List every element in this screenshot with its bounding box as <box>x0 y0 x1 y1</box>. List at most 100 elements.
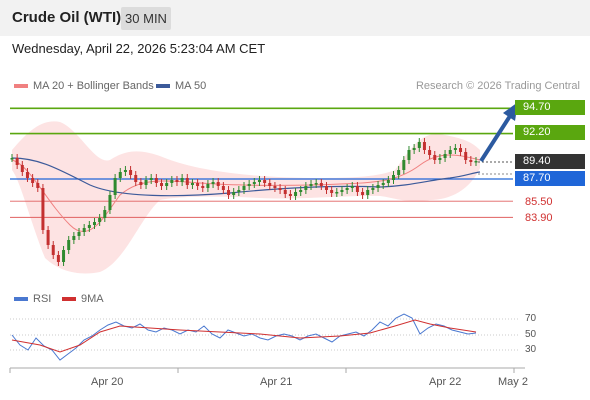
candle-body <box>160 183 164 186</box>
moving-averages <box>11 154 481 232</box>
candle-body <box>304 186 308 190</box>
candle-body <box>392 175 396 180</box>
time-axis <box>9 367 525 373</box>
candle-body <box>185 178 189 185</box>
candle-body <box>428 150 432 155</box>
candle-body <box>108 195 112 210</box>
candle-body <box>422 142 426 150</box>
candle-body <box>340 190 344 192</box>
rsi-ma-line <box>11 319 477 353</box>
candle-body <box>113 178 117 195</box>
candle-body <box>103 210 107 218</box>
rsi-tick-30: 30 <box>525 344 537 355</box>
candle-body <box>154 178 158 183</box>
x-label-apr21: Apr 21 <box>260 376 293 388</box>
candle-body <box>180 178 184 182</box>
candle-body <box>407 150 411 160</box>
candle-body <box>92 222 96 225</box>
candle-body <box>129 170 133 175</box>
candle-body <box>123 170 127 172</box>
candle-body <box>459 148 463 152</box>
rsi-legend-label: RSI <box>33 293 52 305</box>
candle-body <box>31 178 35 183</box>
candle-body <box>87 225 91 228</box>
ma20-legend-swatch <box>14 84 28 88</box>
timestamp: Wednesday, April 22, 2026 5:23:04 AM CET <box>12 41 266 56</box>
x-label-apr20: Apr 20 <box>91 376 124 388</box>
candle-body <box>134 175 138 182</box>
interval-button[interactable]: 30 MIN <box>121 7 171 30</box>
candle-body <box>46 230 50 245</box>
candle-body <box>324 186 328 190</box>
last-price-tag: 89.40 <box>515 154 585 169</box>
candle-body <box>299 190 303 192</box>
candle-body <box>149 178 153 180</box>
candle-body <box>453 148 457 150</box>
candle-body <box>474 161 478 163</box>
candle-body <box>469 160 473 162</box>
resistance-1-tag: 92.20 <box>515 125 585 140</box>
candle-body <box>294 192 298 196</box>
candle-body <box>144 180 148 185</box>
candle-body <box>67 240 71 250</box>
candle-body <box>62 250 66 262</box>
candle-body <box>257 180 261 182</box>
ma50-line <box>11 157 481 197</box>
x-label-apr22: Apr 22 <box>429 376 462 388</box>
candle-body <box>139 182 143 185</box>
candle-body <box>402 160 406 170</box>
research-credit: Research © 2026 Trading Central <box>415 80 580 92</box>
candle-body <box>381 183 385 185</box>
candle-body <box>211 182 215 184</box>
x-label-may2: May 2 <box>498 376 528 388</box>
candle-body <box>201 186 205 188</box>
candle-body <box>15 158 19 165</box>
bollinger-bands <box>12 121 480 274</box>
candle-body <box>283 190 287 194</box>
candle-body <box>376 185 380 188</box>
candle-body <box>330 190 334 193</box>
forecast-arrow <box>479 102 518 163</box>
candle-body <box>464 152 468 160</box>
candle-body <box>448 150 452 154</box>
bollinger-band-area <box>12 121 480 274</box>
ma50-legend-swatch <box>156 84 170 88</box>
instrument-title: Crude Oil (WTI) <box>12 9 122 26</box>
candle-body <box>221 186 225 190</box>
candle-body <box>309 184 313 186</box>
candle-body <box>268 183 272 186</box>
candle-body <box>98 218 102 222</box>
candle-body <box>371 188 375 190</box>
header-bar: Crude Oil (WTI) 30 MIN <box>0 0 590 36</box>
candle-body <box>216 182 220 186</box>
support-1-label: 85.50 <box>525 196 553 208</box>
candle-body <box>206 184 210 188</box>
candle-body <box>345 188 349 190</box>
candle-body <box>438 158 442 160</box>
candle-body <box>319 183 323 186</box>
ma20-line <box>11 154 481 232</box>
candle-body <box>361 192 365 195</box>
candle-body <box>397 170 401 175</box>
candle-body <box>386 180 390 183</box>
candle-body <box>242 186 246 190</box>
candle-body <box>196 183 200 186</box>
candle-body <box>25 172 29 178</box>
candle-body <box>72 236 76 240</box>
candle-body <box>443 154 447 158</box>
candle-body <box>252 182 256 184</box>
candle-body <box>350 186 354 188</box>
candle-body <box>118 172 122 178</box>
candle-body <box>41 188 45 230</box>
candle-body <box>288 194 292 196</box>
candle-body <box>175 180 179 182</box>
candle-body <box>170 180 174 183</box>
candle-body <box>20 165 24 172</box>
candle-body <box>10 158 14 160</box>
candle-body <box>36 183 40 188</box>
forecast-arrow-head <box>503 102 518 121</box>
candle-body <box>77 232 81 236</box>
candle-body <box>412 148 416 150</box>
